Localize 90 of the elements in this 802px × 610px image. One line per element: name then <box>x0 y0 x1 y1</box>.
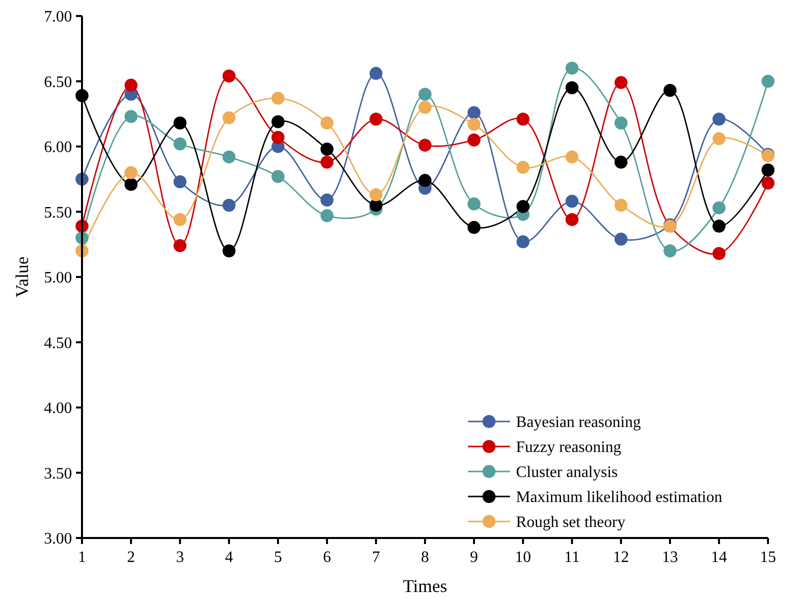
x-tick-label: 14 <box>711 549 727 566</box>
x-tick-label: 13 <box>662 549 678 566</box>
x-tick-label: 11 <box>564 549 580 566</box>
point <box>174 137 186 150</box>
y-tick-label: 5.50 <box>44 204 72 222</box>
point <box>272 92 284 105</box>
point <box>320 194 334 206</box>
x-tick-label: 5 <box>274 549 282 566</box>
point <box>516 235 530 248</box>
x-tick-label: 15 <box>760 549 776 566</box>
point <box>614 232 628 246</box>
point <box>418 100 432 114</box>
point <box>762 164 774 176</box>
point <box>222 244 236 258</box>
point <box>664 244 676 258</box>
point <box>320 156 334 169</box>
y-tick-label: 5.00 <box>44 270 72 287</box>
point <box>614 198 628 212</box>
point <box>320 142 334 156</box>
point <box>320 116 334 130</box>
x-tick-label: 12 <box>613 549 629 566</box>
point <box>222 198 236 212</box>
y-tick-label: 7.00 <box>44 8 72 26</box>
point <box>418 88 432 101</box>
y-tick-label: 6.00 <box>44 139 72 156</box>
point <box>124 78 138 92</box>
point <box>418 174 432 187</box>
point <box>712 112 726 126</box>
point <box>174 213 186 226</box>
x-axis-title: Times <box>402 576 448 596</box>
point <box>516 112 530 126</box>
point <box>272 115 284 128</box>
x-tick-label: 1 <box>78 549 86 566</box>
point <box>566 150 578 164</box>
point <box>664 84 676 97</box>
point <box>174 175 186 188</box>
point <box>468 106 480 120</box>
point <box>124 178 138 191</box>
y-tick-label: 6.50 <box>44 74 72 91</box>
y-tick-label: 3.00 <box>44 530 72 548</box>
legend-label: Rough set theory <box>516 514 626 532</box>
y-tick-label: 3.50 <box>44 465 72 482</box>
point <box>712 132 726 146</box>
point <box>272 170 284 183</box>
point <box>222 150 236 164</box>
y-tick-label: 4.00 <box>44 400 72 418</box>
point <box>762 176 774 190</box>
x-tick-label: 7 <box>372 549 380 566</box>
point <box>712 247 726 260</box>
point <box>566 213 578 226</box>
legend-label: Fuzzy reasoning <box>516 439 622 456</box>
point <box>174 116 186 130</box>
point <box>468 133 480 146</box>
x-tick-label: 4 <box>225 549 233 566</box>
point <box>516 200 530 214</box>
point <box>614 76 628 90</box>
point <box>762 74 774 88</box>
point <box>418 138 432 152</box>
x-tick-label: 3 <box>176 549 184 566</box>
point <box>124 110 138 123</box>
point <box>566 62 578 75</box>
point <box>222 70 236 83</box>
x-tick-label: 8 <box>421 549 429 566</box>
point <box>516 160 530 174</box>
point <box>566 81 578 94</box>
legend-label: Maximum likelihood estimation <box>516 489 722 506</box>
point <box>174 239 186 252</box>
point <box>272 130 284 144</box>
point <box>468 197 480 210</box>
point <box>124 166 138 180</box>
point <box>222 111 236 124</box>
point <box>320 209 334 222</box>
point <box>614 116 628 130</box>
x-tick-label: 2 <box>127 549 135 566</box>
point <box>614 156 628 169</box>
x-tick-label: 9 <box>470 549 478 566</box>
point <box>468 118 480 131</box>
legend-label: Bayesian reasoning <box>516 414 641 432</box>
x-tick-label: 6 <box>323 549 331 566</box>
y-tick-label: 4.50 <box>44 334 72 352</box>
point <box>712 220 726 233</box>
point <box>370 112 382 126</box>
point <box>468 220 480 234</box>
point <box>370 66 382 80</box>
y-axis-title: Value <box>12 256 32 298</box>
legend-label: Cluster analysis <box>516 464 618 482</box>
point <box>712 201 726 214</box>
point <box>566 194 578 208</box>
x-tick-label: 10 <box>515 549 531 566</box>
point <box>370 188 382 202</box>
